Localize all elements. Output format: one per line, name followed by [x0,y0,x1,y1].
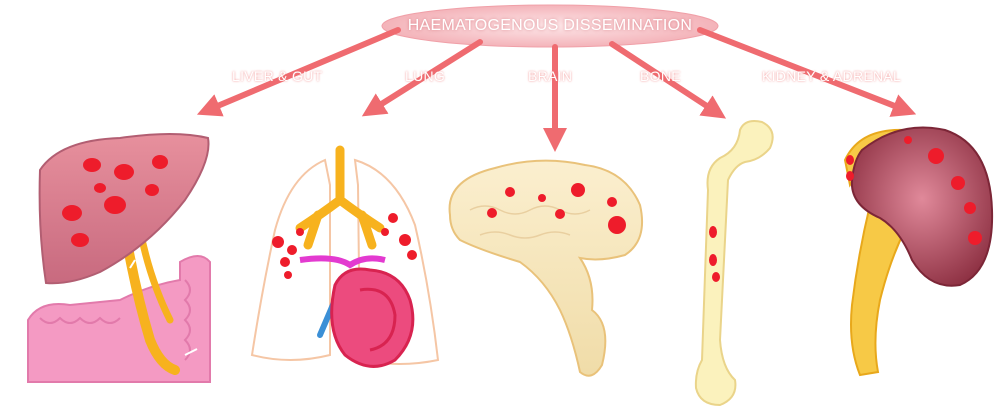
bone-shape [694,120,774,407]
liver-lesions [62,155,168,247]
arrow-to-bone [609,41,727,119]
lung-lesions [272,213,417,279]
lung-illustration [250,145,440,368]
dissemination-arrows [196,27,917,152]
brain-shape [448,159,644,377]
portal-vessel [120,225,180,375]
title-pill-shape [381,4,719,48]
bone-lesions [709,226,720,282]
heart-shape [330,267,415,368]
ureter-shape [850,203,907,377]
brain-lesions [487,183,626,234]
airway-tree [295,145,385,250]
kidney-lesions [846,136,982,245]
brain-illustration [448,159,644,377]
lung-outline [250,158,331,361]
kidney-illustration [843,126,994,377]
liver-gut-illustration [27,133,211,383]
bone-illustration [694,120,774,407]
arrow-to-lung [361,39,483,117]
arrow-to-kidney [697,27,917,117]
kidney-shape [850,126,994,287]
arrow-to-liver [196,27,401,117]
